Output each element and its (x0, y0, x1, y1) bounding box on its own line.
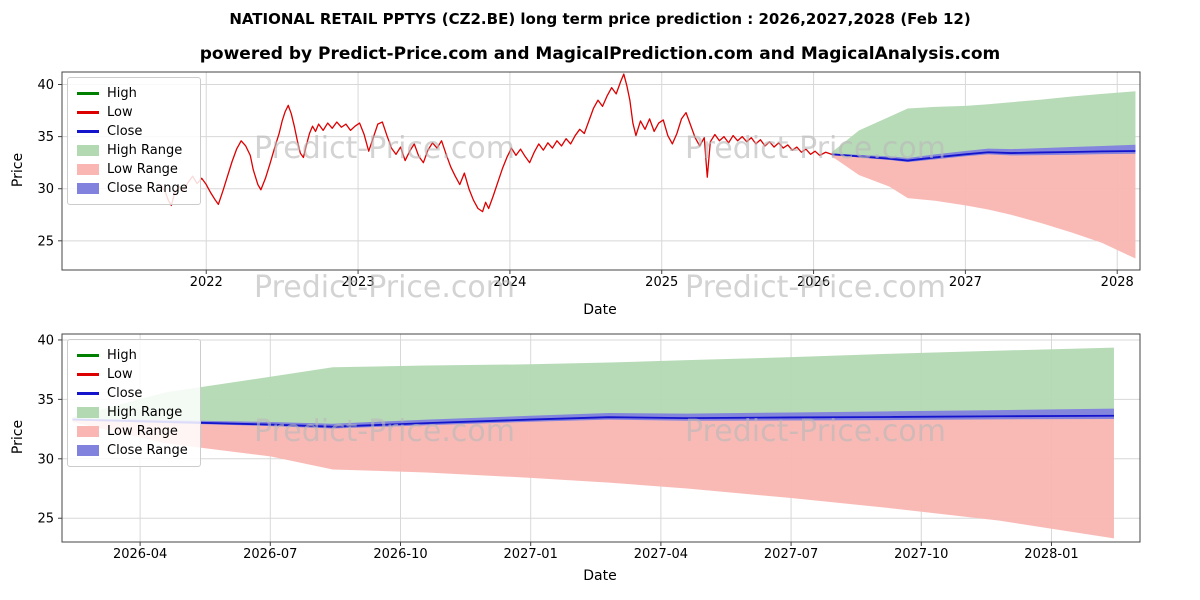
legend-label: High (107, 86, 137, 101)
svg-text:2025: 2025 (645, 275, 678, 290)
legend-item-low-range: Low Range (77, 160, 188, 179)
svg-text:35: 35 (37, 130, 54, 145)
legend-item-low-range: Low Range (77, 422, 188, 441)
legend-top: High Low Close High Range Low Range Close Ran… (67, 77, 201, 205)
high_range-swatch (77, 407, 99, 418)
legend-label: High Range (107, 405, 183, 420)
legend-item-close: Close (77, 122, 188, 141)
svg-text:2022: 2022 (190, 275, 223, 290)
legend-item-close: Close (77, 384, 188, 403)
svg-text:30: 30 (37, 182, 54, 197)
low-swatch (77, 373, 99, 376)
x-axis-label-top: Date (583, 302, 617, 318)
svg-text:2028-01: 2028-01 (1024, 547, 1078, 562)
svg-text:2026: 2026 (797, 275, 830, 290)
x-axis-label-bottom: Date (583, 568, 617, 584)
legend-item-high: High (77, 84, 188, 103)
svg-text:2024: 2024 (493, 275, 526, 290)
svg-text:2027-04: 2027-04 (634, 547, 688, 562)
close_range-swatch (77, 183, 99, 194)
close-swatch (77, 130, 99, 133)
legend-label: High (107, 348, 137, 363)
svg-text:2026-04: 2026-04 (113, 547, 167, 562)
low_range-swatch (77, 426, 99, 437)
low-swatch (77, 111, 99, 114)
legend-label: Close Range (107, 443, 188, 458)
legend-item-high-range: High Range (77, 403, 188, 422)
svg-text:30: 30 (37, 452, 54, 467)
svg-text:2027-10: 2027-10 (894, 547, 948, 562)
legend-item-low: Low (77, 365, 188, 384)
svg-text:2023: 2023 (342, 275, 375, 290)
legend-label: Low Range (107, 424, 178, 439)
legend-item-close-range: Close Range (77, 179, 188, 198)
legend-item-high: High (77, 346, 188, 365)
svg-text:2027-07: 2027-07 (764, 547, 818, 562)
close-swatch (77, 392, 99, 395)
high_range-swatch (77, 145, 99, 156)
svg-text:35: 35 (37, 393, 54, 408)
legend-bottom: High Low Close High Range Low Range Close Ran… (67, 339, 201, 467)
legend-label: Close Range (107, 181, 188, 196)
legend-label: High Range (107, 143, 183, 158)
svg-text:2027: 2027 (949, 275, 982, 290)
legend-label: Low (107, 367, 133, 382)
svg-text:40: 40 (37, 333, 54, 348)
legend-item-close-range: Close Range (77, 441, 188, 460)
high-swatch (77, 92, 99, 95)
legend-label: Close (107, 124, 143, 139)
svg-text:2026-10: 2026-10 (373, 547, 427, 562)
svg-text:40: 40 (37, 78, 54, 93)
legend-label: Close (107, 386, 143, 401)
price-chart-forecast-zoom: 2026-04 2026-07 2026-10 2027-01 2027-04 2027-… (37, 333, 1141, 562)
page-subtitle: powered by Predict-Price.com and Magical… (199, 44, 1001, 64)
page-title: NATIONAL RETAIL PPTYS (CZ2.BE) long term… (229, 10, 971, 28)
low_range-swatch (77, 164, 99, 175)
legend-label: Low Range (107, 162, 178, 177)
svg-text:2027-01: 2027-01 (504, 547, 558, 562)
high-swatch (77, 354, 99, 357)
legend-item-low: Low (77, 103, 188, 122)
svg-text:25: 25 (37, 234, 54, 249)
svg-text:2026-07: 2026-07 (243, 547, 297, 562)
legend-label: Low (107, 105, 133, 120)
legend-item-high-range: High Range (77, 141, 188, 160)
price-chart-history-forecast: 2022 2023 2024 2025 2026 2027 2028 25 30 35 40 (37, 71, 1141, 290)
svg-text:25: 25 (37, 512, 54, 527)
svg-text:2028: 2028 (1101, 275, 1134, 290)
close_range-swatch (77, 445, 99, 456)
